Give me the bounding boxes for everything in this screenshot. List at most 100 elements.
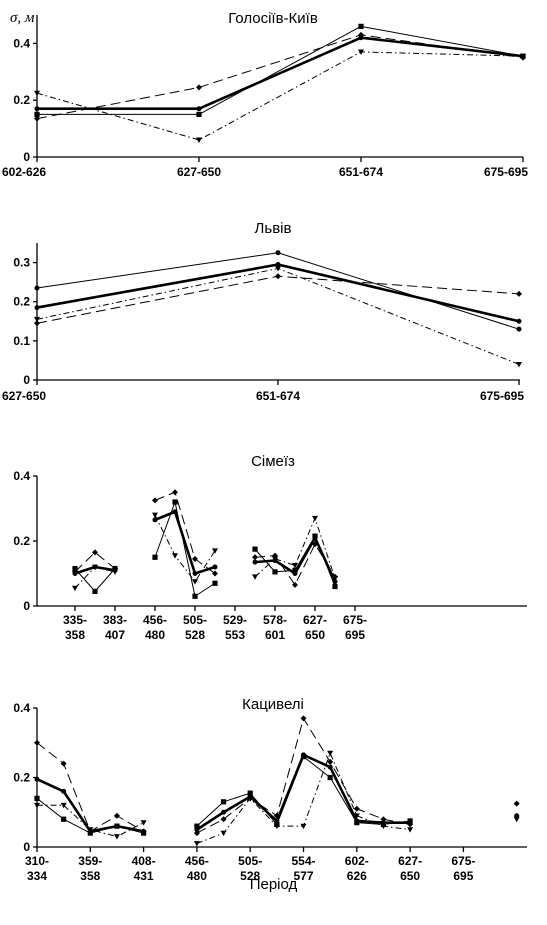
x-tick-label-line2: 601 <box>265 628 285 642</box>
data-point <box>273 823 280 830</box>
data-point <box>275 273 281 280</box>
data-point <box>193 830 200 837</box>
series-line <box>37 25 524 115</box>
data-point <box>212 548 218 554</box>
x-axis-label: Період <box>249 876 298 893</box>
data-point <box>212 564 218 570</box>
series-line <box>36 34 524 120</box>
data-point <box>114 823 120 829</box>
data-point <box>72 585 78 592</box>
x-tick-label-line1: 335- <box>63 613 87 627</box>
panel-title: Сімеїз <box>251 453 295 470</box>
x-tick-label-line2: 695 <box>453 869 473 883</box>
data-point <box>193 841 200 847</box>
data-point <box>516 326 522 332</box>
data-point <box>152 512 158 518</box>
data-point <box>358 49 364 55</box>
x-tick-label: 529-553 <box>223 613 247 642</box>
x-tick-label: 408-431 <box>132 854 156 883</box>
data-point <box>300 754 307 760</box>
data-point <box>34 795 40 801</box>
x-tick-label-line1: 675- <box>343 613 367 627</box>
series-line <box>196 717 411 834</box>
x-tick-label: 627-650 <box>177 165 221 179</box>
x-tick-label-line1: 554- <box>291 854 315 868</box>
series-line <box>196 753 411 831</box>
x-tick-label: 627-650 <box>303 613 327 642</box>
data-point <box>312 533 318 539</box>
x-tick-label-line2: 480 <box>145 628 165 642</box>
series-line <box>37 804 144 838</box>
series-line <box>36 275 520 324</box>
x-tick-label: 359-358 <box>78 854 102 883</box>
series-line <box>196 756 411 827</box>
x-tick-label-line2: 358 <box>65 628 85 642</box>
x-tick-label-line2: 553 <box>225 628 245 642</box>
x-tick-label: 651-674 <box>339 165 383 179</box>
x-tick-label-line1: 456- <box>185 854 209 868</box>
y-tick-label: 0.4 <box>13 701 30 715</box>
data-point <box>34 739 40 746</box>
data-point <box>34 316 40 323</box>
x-tick-label-line1: 359- <box>78 854 102 868</box>
data-point <box>513 800 520 807</box>
data-point <box>212 570 218 577</box>
data-point <box>172 489 178 496</box>
data-point <box>212 580 218 586</box>
series-line <box>36 267 520 365</box>
x-tick-label-line2: 528 <box>240 869 260 883</box>
data-point <box>247 790 253 796</box>
data-point <box>358 31 364 38</box>
data-point <box>292 581 298 588</box>
x-tick-label-line2: 577 <box>293 869 313 883</box>
data-point <box>192 593 198 599</box>
series-line <box>74 566 116 589</box>
y-tick-label: 0 <box>23 150 30 164</box>
data-point <box>152 554 158 560</box>
data-point <box>407 818 413 824</box>
x-tick-label: 335-358 <box>63 613 87 642</box>
series-line <box>37 36 524 111</box>
series-line <box>36 263 520 323</box>
data-point <box>34 115 40 122</box>
x-tick-label: 627-650 <box>398 854 422 883</box>
data-point <box>60 802 67 809</box>
data-point <box>140 820 147 826</box>
data-point <box>221 809 227 815</box>
x-tick-label-line1: 578- <box>263 613 287 627</box>
data-point <box>514 813 520 819</box>
x-tick-label-line1: 505- <box>238 854 262 868</box>
series-line <box>196 752 411 844</box>
y-tick-label: 0.2 <box>13 295 30 309</box>
data-point <box>34 802 40 809</box>
x-tick-label: 310-334 <box>25 854 49 883</box>
data-point <box>194 823 200 829</box>
data-point <box>92 588 98 594</box>
data-point <box>332 583 338 590</box>
data-point <box>380 823 387 830</box>
x-tick-label: 627-650 <box>2 389 46 403</box>
panel-title: Львів <box>255 220 292 237</box>
data-point <box>220 830 227 837</box>
panel-title: Голосіїв-Київ <box>228 10 318 27</box>
x-tick-label: 651-674 <box>256 389 300 403</box>
data-point <box>92 549 98 556</box>
x-tick-label-line2: 650 <box>305 628 325 642</box>
x-tick-label: 602-626 <box>345 854 369 883</box>
x-tick-label: 675-695 <box>480 389 524 403</box>
data-point <box>172 499 178 505</box>
data-point <box>192 579 198 585</box>
data-point <box>192 555 198 562</box>
data-point <box>34 90 40 97</box>
data-point <box>112 569 118 575</box>
series-line <box>36 51 524 141</box>
y-tick-label: 0.1 <box>13 334 30 348</box>
x-tick-label: 554-577 <box>291 854 315 883</box>
series-line <box>154 514 216 583</box>
data-point <box>275 250 281 256</box>
data-point <box>332 575 338 582</box>
data-point <box>34 106 40 112</box>
x-tick-label-line1: 627- <box>303 613 327 627</box>
data-point <box>516 318 522 324</box>
